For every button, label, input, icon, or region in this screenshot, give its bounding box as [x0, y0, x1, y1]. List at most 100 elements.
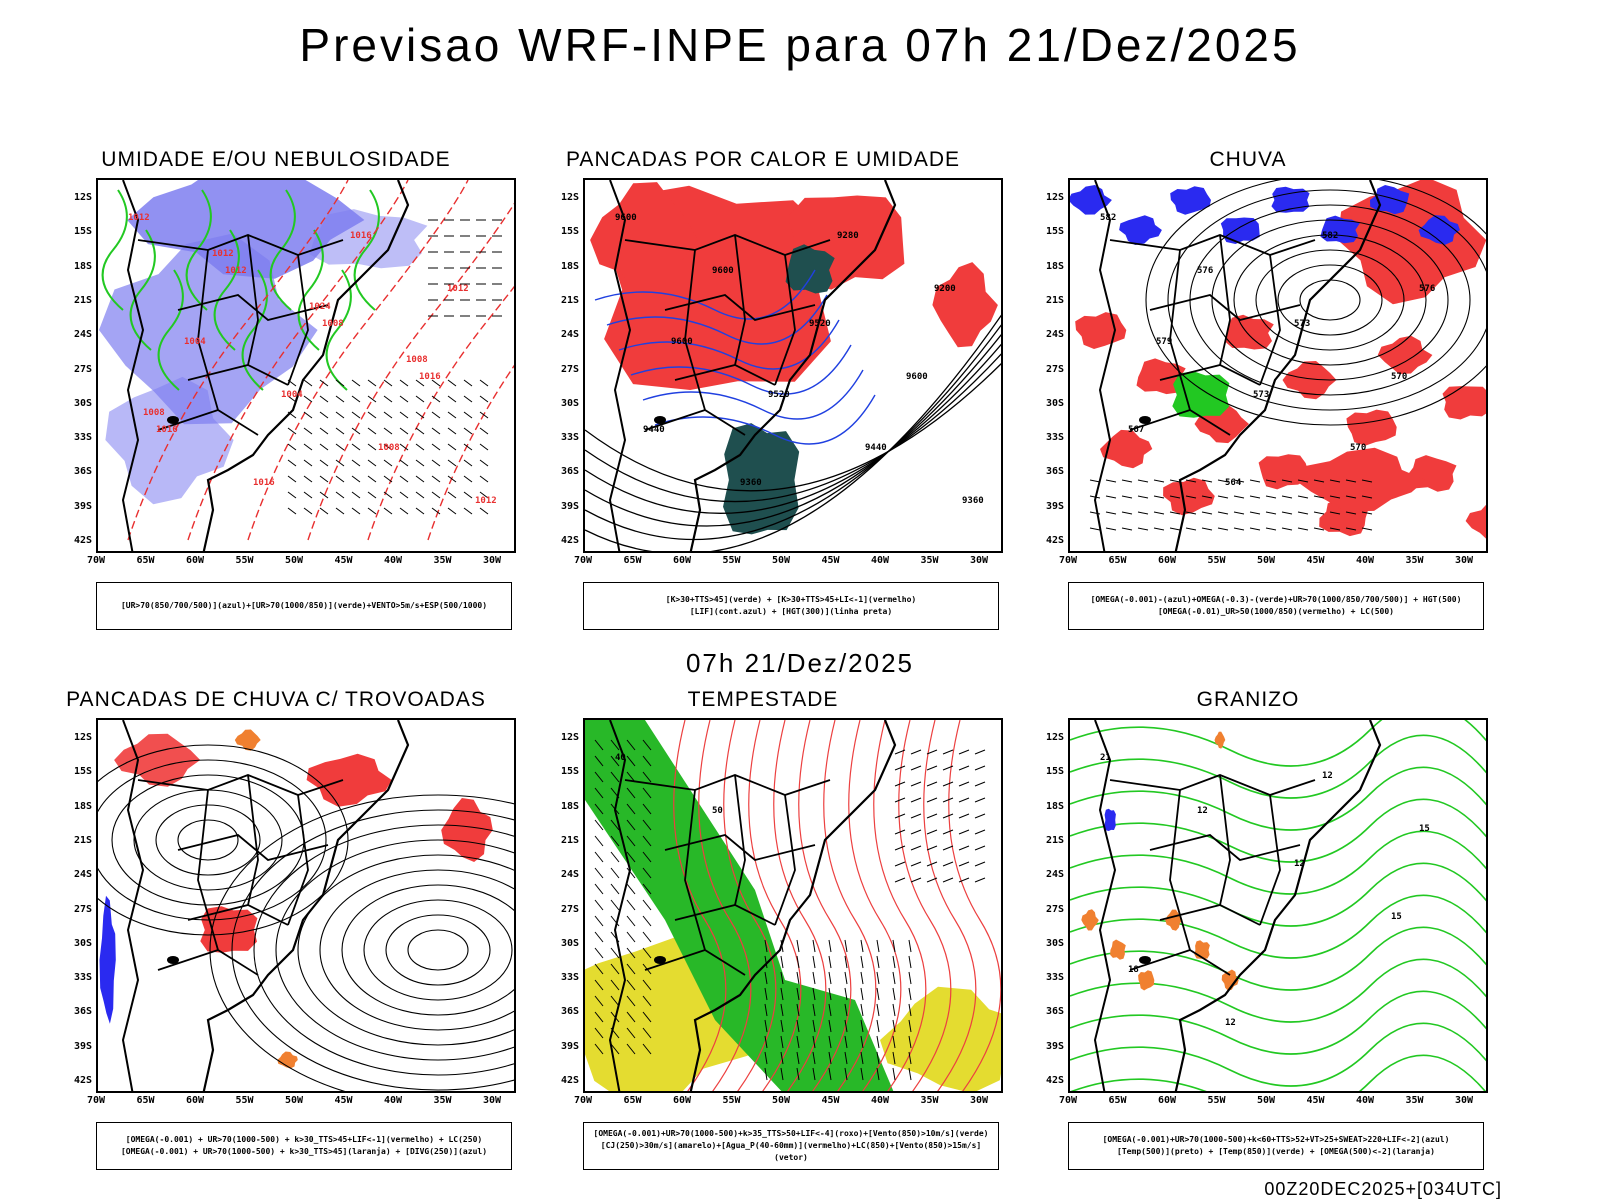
wind-vector: [926, 845, 938, 851]
omega500-fill: [1214, 731, 1226, 749]
lon-tick-label: 45W: [821, 555, 840, 566]
lat-tick-label: 36S: [560, 1006, 579, 1018]
lon-tick-label: 50W: [284, 555, 304, 566]
wind-vector: [958, 829, 970, 835]
wind-vector: [447, 491, 457, 499]
wind-vector: [399, 443, 409, 451]
wind-vector: [844, 1019, 848, 1033]
temp850-contour: [1070, 894, 1486, 959]
rain-fill: [1294, 447, 1426, 512]
lat-tick-label: 18S: [560, 800, 579, 812]
lon-tick-label: 40W: [1355, 1095, 1375, 1106]
contour-label: 570: [1350, 443, 1366, 453]
wind-vector: [610, 979, 620, 991]
wind-vector: [926, 765, 938, 771]
lat-tick-label: 12S: [73, 192, 92, 203]
contour-label: 1012: [128, 213, 150, 223]
wind-vector: [287, 395, 297, 403]
andes-border: [608, 720, 632, 1091]
lon-tick-label: 55W: [1207, 1095, 1226, 1106]
lon-tick-label: 35W: [433, 555, 452, 566]
wind-vector: [1297, 527, 1309, 531]
contour-label: 9200: [934, 284, 956, 294]
wind-vector: [610, 819, 620, 831]
wind-vector: [876, 987, 880, 1001]
wind-vector: [287, 475, 297, 483]
wind-vector: [447, 379, 457, 387]
wind-vector: [399, 379, 409, 387]
wind-vector: [908, 987, 912, 1001]
panel-title: PANCADAS DE CHUVA C/ TROVOADAS: [66, 688, 486, 711]
wind-vector: [812, 939, 816, 953]
wind-vector: [626, 931, 636, 943]
wind-vector: [926, 877, 938, 883]
panel-trovoadas: PANCADAS DE CHUVA C/ TROVOADAS 12S 15S 18S 2…: [46, 688, 516, 1178]
thickness-contour: [367, 285, 514, 541]
wind-vector: [1265, 495, 1277, 499]
storm-orange-fill: [277, 1051, 298, 1069]
wind-vector: [796, 1019, 800, 1033]
wind-vector: [860, 1019, 864, 1033]
panel-legend: [K>30+TTS>45](verde) + [K>30+TTS>45+LI<-…: [583, 582, 999, 630]
wind-vector: [287, 507, 297, 515]
wind-vector: [303, 475, 313, 483]
contour-label: 15: [1419, 824, 1430, 834]
wind-vector: [335, 379, 345, 387]
wind-vector: [860, 1067, 864, 1081]
wind-vector: [415, 443, 425, 451]
wind-vector: [335, 395, 345, 403]
lon-tick-label: 30W: [969, 1095, 989, 1106]
wind-vector: [958, 749, 970, 755]
streamline: [253, 824, 514, 1076]
wind-vector: [764, 1067, 768, 1081]
wind850-fill: [585, 720, 894, 1091]
wind-vector: [894, 749, 906, 755]
lat-tick-label: 27S: [73, 903, 92, 915]
page-title: Previsao WRF-INPE para 07h 21/Dez/2025: [299, 19, 1301, 71]
lon-tick-label: 50W: [1256, 1095, 1276, 1106]
lon-tick-label: 30W: [1454, 555, 1474, 566]
wind-vector: [1201, 479, 1213, 483]
wind-vector: [642, 835, 652, 847]
lif-contour: [654, 394, 876, 445]
wind-vector: [335, 411, 345, 419]
wind-vector: [1169, 479, 1181, 483]
wind-vector: [399, 491, 409, 499]
wind-vector: [1265, 511, 1277, 515]
omega-fill: [1220, 217, 1260, 244]
wind-vector: [780, 1019, 784, 1033]
contour-label: 1008: [322, 319, 344, 329]
lon-tick-label: 60W: [185, 555, 205, 566]
streamline: [363, 899, 513, 1001]
contour-label: 9600: [712, 266, 734, 276]
lc850-contour: [923, 720, 977, 1091]
lat-tick-label: 15S: [73, 226, 92, 238]
wind-vector: [415, 411, 425, 419]
wind-vector: [1233, 495, 1245, 499]
wind-vector: [974, 813, 986, 819]
wind-vector: [796, 1035, 800, 1049]
contour-label: 1008: [143, 408, 165, 418]
contour-label: 9280: [837, 231, 859, 241]
map-area: 9600 9600 9520 9600 9440 9360 9280 9200 9600 9520…: [583, 178, 1003, 553]
hgt300-contour: [585, 324, 1001, 541]
wind-vector: [860, 987, 864, 1001]
wind-vector: [894, 861, 906, 867]
panel-legend: [OMEGA(-0.001)+UR>70(1000-500)+k>35_TTS>…: [583, 1122, 999, 1170]
lat-tick-label: 42S: [560, 1075, 579, 1086]
wind-vector: [894, 829, 906, 835]
wind-vector: [876, 1003, 880, 1017]
lake: [654, 416, 666, 424]
wind-vector: [828, 1019, 832, 1033]
wind-vector: [1153, 495, 1165, 499]
streamline: [319, 869, 514, 1031]
wind-vector: [894, 781, 906, 787]
wind-vector: [610, 995, 620, 1007]
wind-vector: [479, 459, 489, 467]
wind-vector: [894, 765, 906, 771]
wind-vector: [974, 749, 986, 755]
wind-vector: [626, 755, 636, 767]
lat-tick-label: 15S: [560, 766, 579, 778]
wind-vector: [594, 899, 604, 911]
panel-tempestade: TEMPESTADE 40 50 12S 15S 18S 21S 24S 27S 30S 33S 36…: [533, 688, 1003, 1178]
